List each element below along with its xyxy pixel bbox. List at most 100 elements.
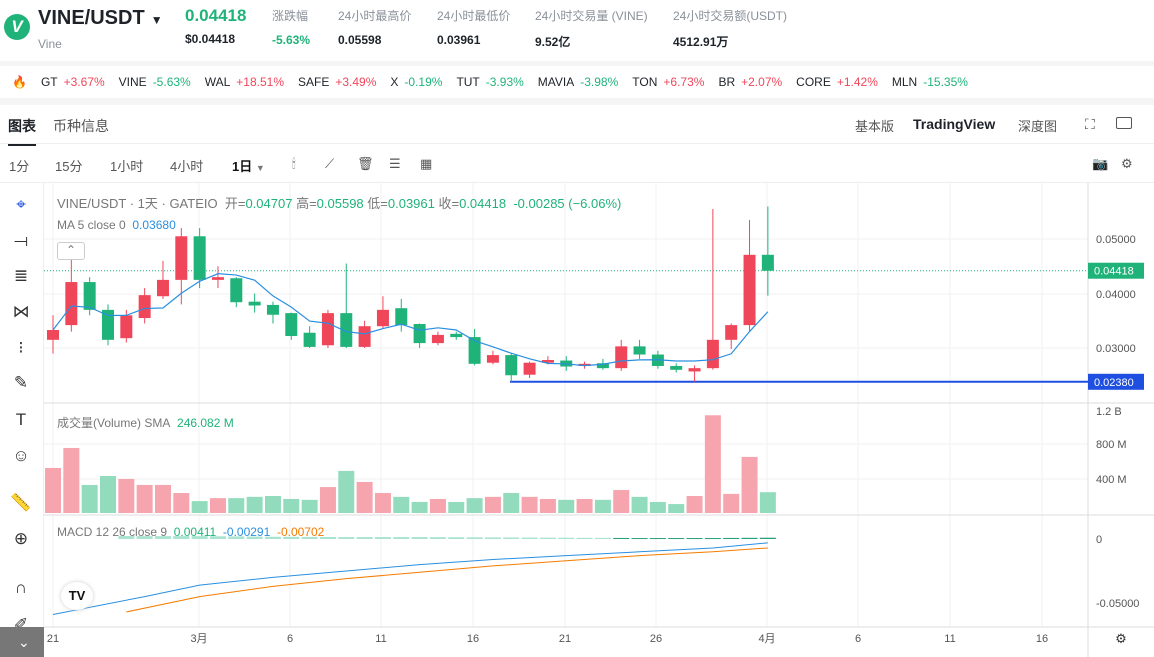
indicators-icon[interactable]: ⟋ xyxy=(325,156,335,171)
macd-histogram-bar xyxy=(631,538,648,540)
interval-1d[interactable]: 1日 ▼ xyxy=(232,159,265,174)
ticker-symbol: TUT xyxy=(456,75,480,89)
macd-dea-line xyxy=(126,547,768,613)
macd-histogram-bar xyxy=(191,536,208,539)
volume-bar xyxy=(319,487,336,513)
volume-bar xyxy=(466,498,483,513)
ticker-item[interactable]: VINE -5.63% xyxy=(119,75,191,89)
trash-icon[interactable]: 🗑 xyxy=(357,156,374,171)
ticker-change: +1.42% xyxy=(836,75,878,89)
ticker-change: -3.93% xyxy=(485,75,524,89)
collapse-legend-button[interactable]: ⌃ xyxy=(57,242,85,260)
settings-icon[interactable]: ⚙ xyxy=(1121,156,1133,171)
pattern-icon[interactable]: ⋈ xyxy=(12,302,30,321)
ticker-change: -15.35% xyxy=(923,75,968,89)
price-chart[interactable]: 0.05000 0.04000 0.03000 1.2 B 800 M 400 M 0 -0.… xyxy=(0,183,1154,657)
macd-histogram-bar xyxy=(668,538,685,540)
ticker-item[interactable]: MAVIA -3.98% xyxy=(538,75,618,89)
date-axis-label: 16 xyxy=(467,633,479,645)
price-axis-label: 0.05000 xyxy=(1096,234,1136,246)
window-icon[interactable] xyxy=(1116,117,1132,129)
pair-selector[interactable]: VINE/USDT ▼ xyxy=(38,7,163,29)
tab-tradingview[interactable]: TradingView xyxy=(913,116,996,132)
ruler-icon[interactable]: 📏 xyxy=(10,493,32,512)
ticker-item[interactable]: MLN -15.35% xyxy=(892,75,968,89)
stat-volume: 24小时交易量 (VINE) 9.52亿 xyxy=(535,9,648,49)
macd-dif-line xyxy=(52,542,768,616)
brush-icon[interactable]: ✎ xyxy=(13,373,29,392)
chevron-down-icon: ▼ xyxy=(255,163,265,173)
chart-legend: VINE/USDT · 1天 · GATEIO 开=0.04707 高=0.05… xyxy=(57,196,622,211)
ticker-item[interactable]: SAFE +3.49% xyxy=(298,75,376,89)
magnet-icon[interactable]: ∩ xyxy=(14,578,28,597)
ticker-bar: 🔥 GT +3.67% VINE -5.63% WAL +18.51% SAFE +3.49%… xyxy=(0,66,1154,98)
price-usd: $0.04418 xyxy=(185,32,236,46)
macd-histogram-bar xyxy=(594,537,611,539)
candle-body xyxy=(120,315,133,339)
list-icon[interactable]: ☰ xyxy=(389,156,401,171)
text-icon[interactable]: T xyxy=(15,410,27,429)
macd-histogram-bar xyxy=(173,536,190,539)
tab-basic[interactable]: 基本版 xyxy=(855,119,895,134)
candle-body xyxy=(541,359,554,363)
candle-body xyxy=(688,368,701,372)
camera-icon[interactable]: 📷 xyxy=(1092,156,1109,171)
volume-bar xyxy=(539,498,556,513)
macd-histogram-bar xyxy=(228,536,245,539)
interval-15m[interactable]: 15分 xyxy=(55,159,83,174)
ticker-item[interactable]: TON +6.73% xyxy=(632,75,704,89)
ticker-change: +3.67% xyxy=(63,75,105,89)
interval-4h[interactable]: 4小时 xyxy=(170,159,204,174)
ticker-change: +2.07% xyxy=(741,75,783,89)
ma5-line xyxy=(52,273,769,367)
macd-histogram-bar xyxy=(704,538,721,540)
interval-1h[interactable]: 1小时 xyxy=(110,159,144,174)
emoji-icon[interactable]: ☺ xyxy=(12,446,30,465)
zoom-in-icon[interactable]: ⊕ xyxy=(13,529,29,548)
chevron-down-icon: ⌄ xyxy=(18,634,30,650)
volume-bar xyxy=(668,504,685,513)
candle-body xyxy=(743,254,756,326)
current-price-tag-text: 0.04418 xyxy=(1094,266,1134,278)
crosshair-icon[interactable]: ⌖ xyxy=(16,195,26,214)
fire-icon: 🔥 xyxy=(12,75,27,89)
trend-line-icon[interactable]: ⟞ xyxy=(13,231,29,250)
ticker-item[interactable]: BR +2.07% xyxy=(718,75,782,89)
stat-turnover: 24小时交易额(USDT) 4512.91万 xyxy=(673,9,788,49)
ticker-change: +18.51% xyxy=(236,75,284,89)
fullscreen-icon[interactable]: ⛶ xyxy=(1085,116,1095,132)
ticker-item[interactable]: GT +3.67% xyxy=(41,75,105,89)
macd-histogram-bar xyxy=(723,537,740,539)
macd-histogram-bar xyxy=(503,537,520,539)
candle-body xyxy=(193,236,206,280)
volume-bar xyxy=(484,496,501,513)
volume-bar xyxy=(723,493,740,513)
macd-histogram-bar xyxy=(283,536,300,539)
ticker-item[interactable]: TUT -3.93% xyxy=(456,75,523,89)
volume-bar xyxy=(191,501,208,513)
layout-grid-icon[interactable]: ▦ xyxy=(420,156,433,171)
date-axis-label: 26 xyxy=(650,633,662,645)
ticker-symbol: BR xyxy=(718,75,736,89)
prediction-icon[interactable]: ⁝ xyxy=(18,338,24,357)
candle-body xyxy=(156,279,169,297)
ticker-item[interactable]: X -0.19% xyxy=(390,75,442,89)
macd-axis-label: -0.05000 xyxy=(1096,598,1139,610)
ticker-symbol: WAL xyxy=(204,75,231,89)
tab-depth[interactable]: 深度图 xyxy=(1018,119,1058,134)
candle-body xyxy=(431,334,444,344)
tab-coin-info[interactable]: 币种信息 xyxy=(53,118,109,134)
ticker-item[interactable]: CORE +1.42% xyxy=(796,75,878,89)
macd-histogram-bar xyxy=(466,537,483,539)
ticker-item[interactable]: WAL +18.51% xyxy=(205,75,284,89)
volume-bar xyxy=(759,492,776,513)
volume-bar xyxy=(704,415,721,513)
volume-bar xyxy=(649,501,666,513)
candle-type-icon[interactable]: 🕯 xyxy=(292,156,296,171)
candle-body xyxy=(761,254,774,271)
interval-1m[interactable]: 1分 xyxy=(9,159,30,174)
candle-body xyxy=(633,346,646,355)
fib-icon[interactable]: ≣ xyxy=(13,266,29,285)
macd-histogram-bar xyxy=(356,537,373,539)
tab-chart[interactable]: 图表 xyxy=(8,116,36,146)
